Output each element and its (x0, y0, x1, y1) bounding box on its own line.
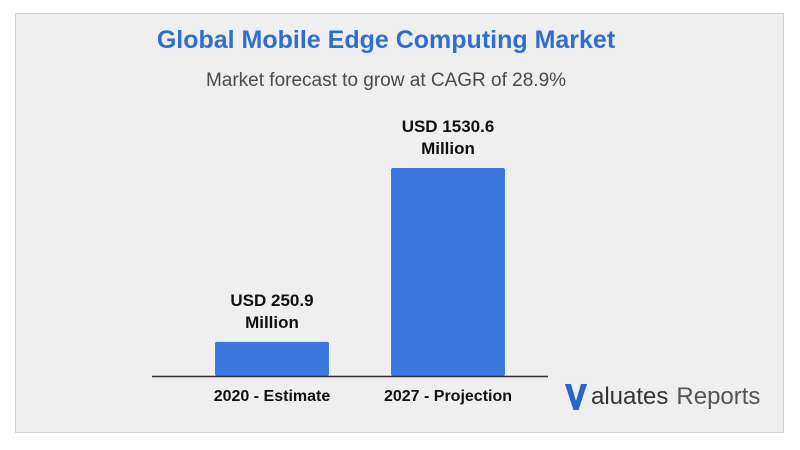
bar-1-value-label-line-2: Million (245, 313, 299, 332)
chart-title: Global Mobile Edge Computing Market (156, 26, 616, 54)
valuates-v-logo-icon (565, 384, 587, 410)
bar-2-value-label-line-2: Million (421, 139, 475, 158)
logo-reports: Reports (676, 383, 761, 410)
bar-2 (391, 168, 505, 376)
category-label-1: 2020 - Estimate (214, 388, 331, 405)
bar-2-value-label-line-1: USD 1530.6 (402, 117, 495, 136)
valuates-reports-logo: aluates Reports (565, 380, 760, 414)
bar-1-value-label-line-1: USD 250.9 (230, 291, 313, 310)
chart-subtitle: Market forecast to grow at CAGR of 28.9% (205, 70, 567, 91)
category-label-2: 2027 - Projection (384, 388, 512, 405)
logo-word: aluates (591, 383, 669, 410)
bar-1 (215, 341, 329, 376)
